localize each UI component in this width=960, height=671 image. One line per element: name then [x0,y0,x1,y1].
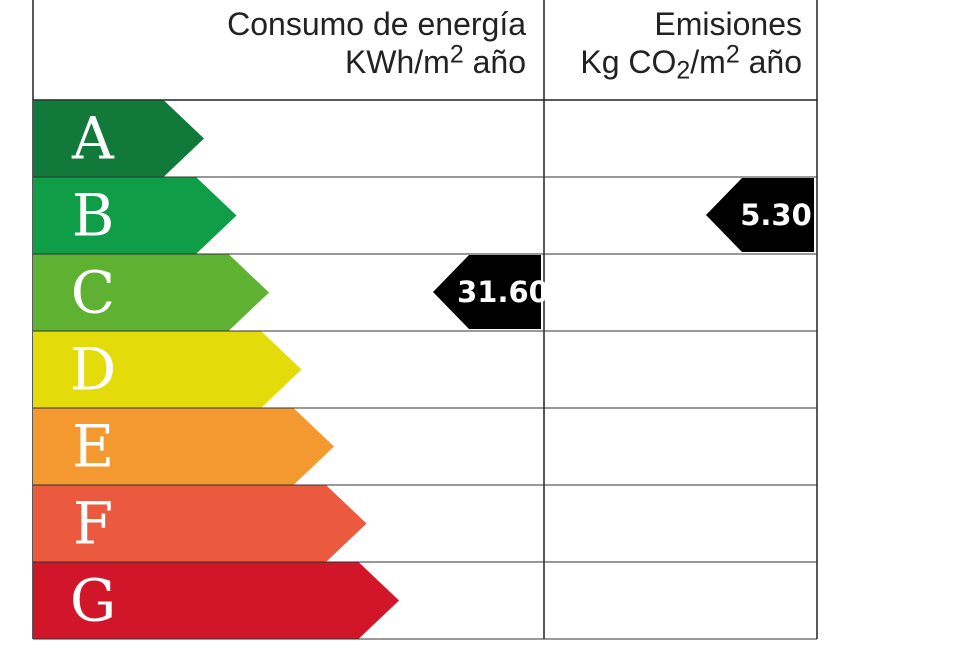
emissions-unit-sub: 2 [676,56,691,85]
rating-letter-g: G [70,567,116,635]
emissions-header-line1: Emisiones [654,6,802,42]
emissions-unit-sup: 2 [725,40,740,69]
rating-arrow-c [33,254,269,331]
emissions-header-line2: Kg CO2/m2 año [580,42,802,85]
rating-arrow-a [33,100,204,177]
rating-letter-a: A [71,105,115,173]
indicator-arrow-0 [433,255,541,329]
rating-arrow-e [33,408,334,485]
rating-arrow-b [33,177,237,254]
energy-column-header: Consumo de energía KWh/m2 año [227,6,526,82]
rating-letter-b: B [72,182,115,250]
emissions-column-header: Emisiones Kg CO2/m2 año [580,6,802,85]
indicator-value-0: 31.60 [457,275,549,309]
emissions-unit-pre: Kg CO [580,43,677,80]
indicator-arrow-1 [706,178,814,252]
energy-unit-post: año [463,43,526,80]
energy-unit-pre: KWh/m [344,43,450,80]
energy-header-line2: KWh/m2 año [227,42,526,82]
indicator-value-1: 5.30 [740,198,812,232]
rating-letter-c: C [71,259,115,327]
rating-letter-e: E [72,413,114,481]
emissions-unit-post: año [739,43,802,80]
emissions-unit-mid: /m [690,43,726,80]
rating-arrow-d [33,331,302,408]
energy-header-line1: Consumo de energía [227,6,526,42]
energy-unit-sup: 2 [449,40,464,69]
rating-arrow-f [33,485,367,562]
rating-letter-f: F [73,490,113,558]
rating-arrow-g [33,562,399,639]
rating-letter-d: D [70,336,117,404]
